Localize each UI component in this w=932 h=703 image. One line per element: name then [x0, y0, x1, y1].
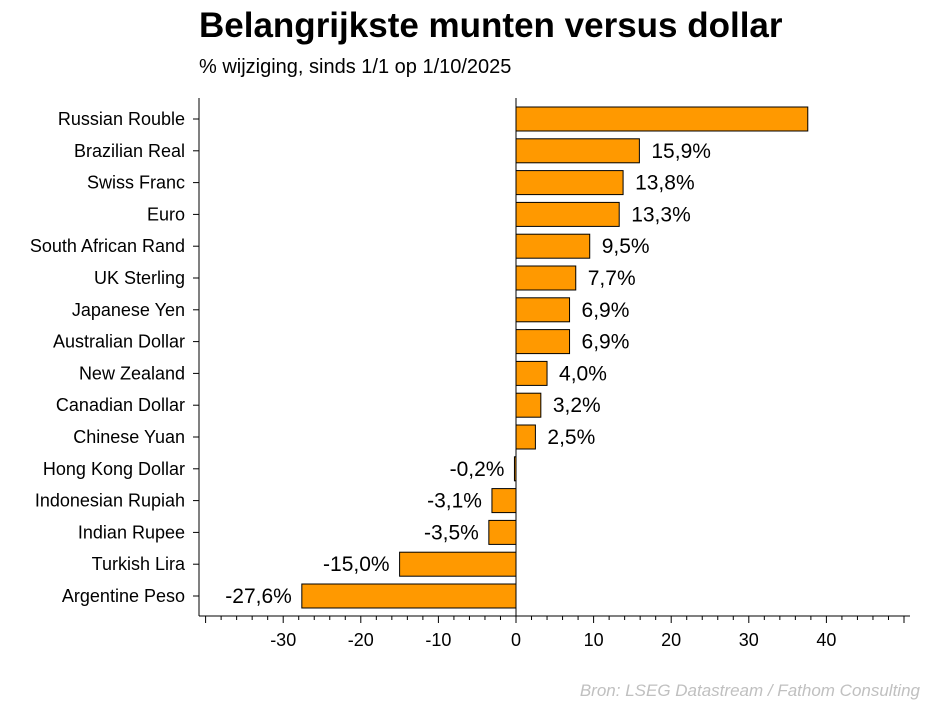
bar [515, 265, 577, 291]
data-label: 13,8% [635, 172, 695, 195]
bars-group [301, 106, 809, 609]
category-label: Chinese Yuan [73, 427, 185, 447]
chart-title: Belangrijkste munten versus dollar [199, 6, 783, 45]
data-label: 2,5% [547, 426, 595, 449]
bar [515, 201, 620, 227]
category-label: Russian Rouble [58, 109, 185, 129]
bar [491, 488, 517, 514]
category-label: Australian Dollar [53, 332, 185, 352]
data-label: 7,7% [588, 267, 636, 290]
bar [515, 297, 571, 323]
x-tick-label: -20 [348, 630, 374, 650]
bar [515, 424, 536, 450]
data-label: 13,3% [631, 203, 691, 226]
bar [399, 551, 517, 577]
data-label: -0,2% [450, 458, 505, 481]
chart-subtitle: % wijziging, sinds 1/1 op 1/10/2025 [199, 56, 512, 78]
labels-group: Russian Rouble Brazilian Real 15,9% Swiss F… [30, 109, 837, 650]
bar [515, 360, 548, 386]
x-tick-label: 30 [739, 630, 759, 650]
category-label: Japanese Yen [72, 300, 185, 320]
bar [515, 106, 809, 132]
data-label: -3,1% [427, 490, 482, 513]
source-note: Bron: LSEG Datastream / Fathom Consultin… [579, 681, 920, 700]
category-label: Euro [147, 204, 185, 224]
x-tick-label: 10 [584, 630, 604, 650]
data-label: 4,0% [559, 362, 607, 385]
category-label: Indian Rupee [78, 522, 185, 542]
x-tick-label: 0 [511, 630, 521, 650]
bar [515, 170, 624, 196]
x-tick-label: 40 [816, 630, 836, 650]
data-label: 6,9% [582, 331, 630, 354]
data-label: 9,5% [602, 235, 650, 258]
bar [488, 519, 517, 545]
category-label: South African Rand [30, 236, 185, 256]
bar [301, 583, 517, 609]
bar [515, 138, 640, 164]
category-label: Hong Kong Dollar [43, 459, 185, 479]
axes-group [193, 98, 910, 623]
bar [515, 392, 542, 418]
category-label: New Zealand [79, 363, 185, 383]
data-label: 3,2% [553, 394, 601, 417]
x-tick-label: -10 [425, 630, 451, 650]
category-label: Argentine Peso [62, 586, 185, 606]
x-tick-label: -30 [270, 630, 296, 650]
bar [515, 329, 571, 355]
x-tick-label: 20 [661, 630, 681, 650]
data-label: 6,9% [582, 299, 630, 322]
data-label: -27,6% [225, 585, 292, 608]
category-label: UK Sterling [94, 268, 185, 288]
category-label: Brazilian Real [74, 141, 185, 161]
data-label: -3,5% [424, 521, 479, 544]
category-label: Canadian Dollar [56, 395, 185, 415]
bar [515, 233, 591, 259]
category-label: Indonesian Rupiah [35, 491, 185, 511]
category-label: Swiss Franc [87, 173, 185, 193]
category-label: Turkish Lira [92, 554, 186, 574]
data-label: -15,0% [323, 553, 390, 576]
data-label: 15,9% [651, 140, 711, 163]
